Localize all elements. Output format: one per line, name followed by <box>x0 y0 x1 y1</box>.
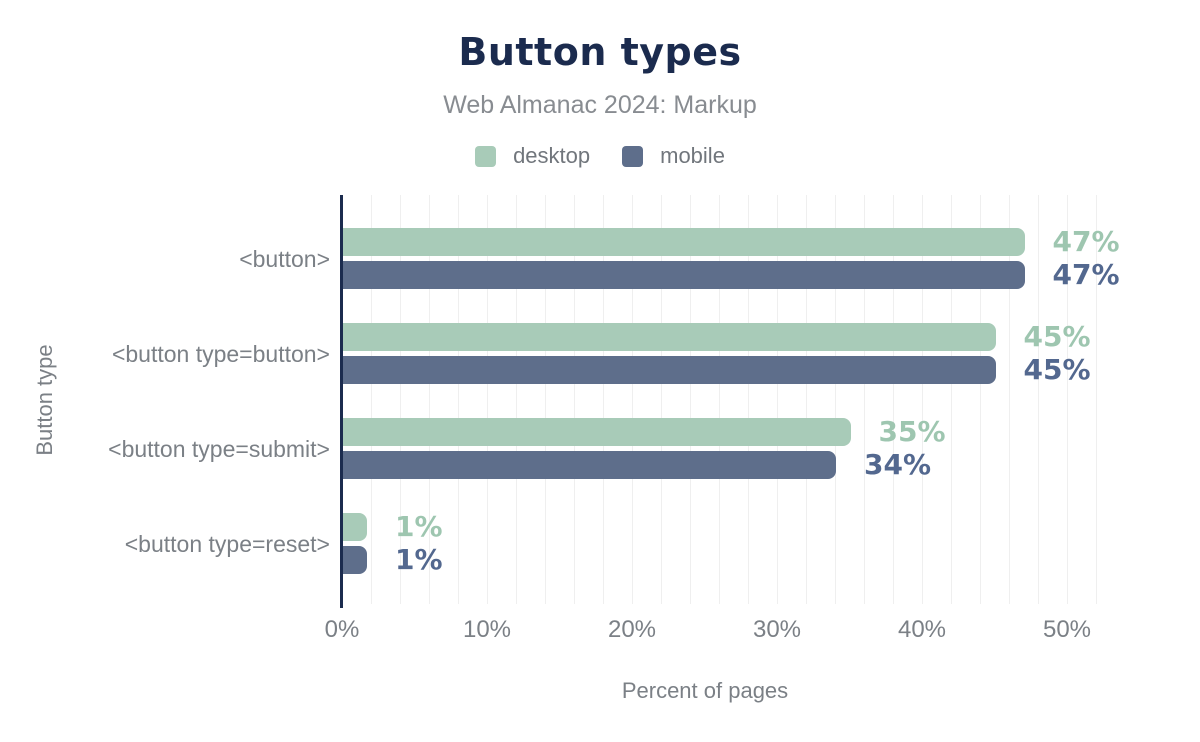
y-axis-line <box>339 195 343 608</box>
category-label: <button type=reset> <box>124 530 330 557</box>
bar-desktop <box>343 228 1025 256</box>
gridline <box>835 195 836 604</box>
gridline <box>777 195 778 604</box>
x-tick-label: 40% <box>897 616 947 643</box>
gridline <box>1038 195 1039 604</box>
bar-mobile <box>343 356 996 384</box>
x-tick-label: 10% <box>462 616 512 643</box>
value-label-desktop: 45% <box>1023 320 1091 353</box>
gridline <box>487 195 488 604</box>
gridline <box>371 195 372 604</box>
gridline <box>864 195 865 604</box>
x-tick-label: 50% <box>1042 616 1092 643</box>
bar-mobile <box>343 546 367 574</box>
category-label: <button> <box>239 245 330 272</box>
legend: desktop mobile <box>0 143 1200 169</box>
gridline <box>400 195 401 604</box>
bar-mobile <box>343 261 1025 289</box>
gridline <box>719 195 720 604</box>
gridline <box>632 195 633 604</box>
value-label-mobile: 47% <box>1052 258 1120 291</box>
legend-label-desktop: desktop <box>513 143 591 168</box>
x-tick-label: 20% <box>607 616 657 643</box>
bar-desktop <box>343 323 996 351</box>
gridline <box>1009 195 1010 604</box>
x-tick-label: 0% <box>324 616 360 643</box>
category-label: <button type=submit> <box>108 435 330 462</box>
chart-title: Button types <box>458 30 742 74</box>
gridline <box>545 195 546 604</box>
value-label-mobile: 34% <box>864 448 932 481</box>
bar-desktop <box>343 513 367 541</box>
value-label-mobile: 1% <box>395 543 443 576</box>
category-label: <button type=button> <box>111 340 330 367</box>
gridline <box>458 195 459 604</box>
value-label-mobile: 45% <box>1023 353 1091 386</box>
value-label-desktop: 1% <box>395 510 443 543</box>
gridline <box>690 195 691 604</box>
gridline <box>661 195 662 604</box>
gridline <box>922 195 923 604</box>
x-axis-title: Percent of pages <box>621 678 789 703</box>
chart-subtitle: Web Almanac 2024: Markup <box>443 91 757 119</box>
legend-item-desktop: desktop <box>475 143 590 169</box>
legend-item-mobile: mobile <box>622 143 725 169</box>
legend-label-mobile: mobile <box>660 143 725 168</box>
gridline <box>574 195 575 604</box>
bar-desktop <box>343 418 851 446</box>
gridline <box>748 195 749 604</box>
legend-swatch-mobile-icon <box>622 145 644 167</box>
gridline <box>980 195 981 604</box>
legend-swatch-desktop-icon <box>475 145 497 167</box>
gridline <box>806 195 807 604</box>
value-label-desktop: 47% <box>1052 225 1120 258</box>
gridline <box>951 195 952 604</box>
gridline <box>1067 195 1068 604</box>
gridline <box>603 195 604 604</box>
bar-mobile <box>343 451 836 479</box>
value-label-desktop: 35% <box>878 415 946 448</box>
gridline <box>429 195 430 604</box>
x-tick-label: 30% <box>752 616 802 643</box>
gridline <box>1096 195 1097 604</box>
gridline <box>893 195 894 604</box>
gridline <box>516 195 517 604</box>
